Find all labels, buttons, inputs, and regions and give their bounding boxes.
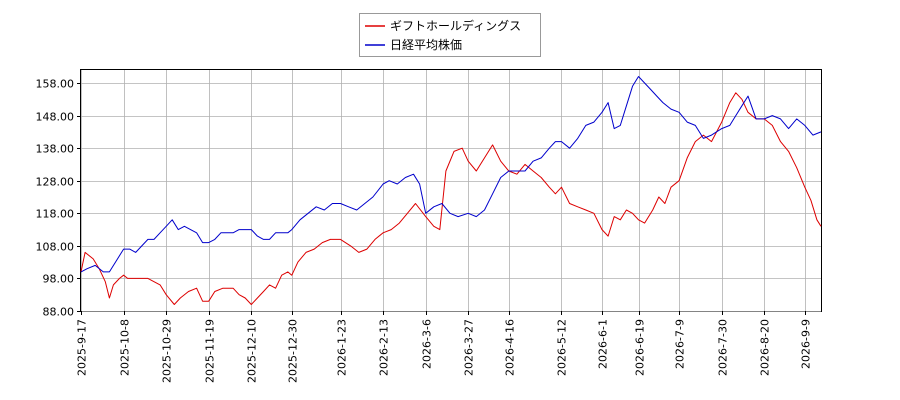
x-tick-label: 2026-8-20 [759,319,772,376]
x-tick-label: 2025-12-10 [246,319,259,383]
y-tick-label: 108.00 [36,241,75,254]
x-tick-label: 2026-2-13 [378,319,391,376]
x-tick-label: 2026-7-30 [717,319,730,376]
grid-layer [81,70,821,312]
legend: ギフトホールディングス 日経平均株価 [359,13,541,57]
series-layer [80,76,822,305]
x-tick-label: 2026-4-16 [504,319,517,376]
legend-label-series-2: 日経平均株価 [390,37,462,52]
x-tick-label: 2026-3-6 [421,319,434,369]
y-tick-label: 158.00 [36,78,75,91]
legend-label-series-1: ギフトホールディングス [390,18,521,33]
y-tick-label: 118.00 [36,208,75,221]
x-tick-label: 2026-7-9 [674,319,687,369]
y-tick-label: 138.00 [36,143,75,156]
x-tick-label: 2026-1-23 [336,319,349,376]
x-tick-label: 2026-6-19 [634,319,647,376]
y-tick-label: 148.00 [36,111,75,124]
x-tick-label: 2026-9-9 [800,319,813,369]
x-tick-label: 2025-12-30 [287,319,300,383]
x-tick-label: 2026-5-12 [556,319,569,376]
x-tick-label: 2026-3-27 [463,319,476,376]
y-tick-label: 98.00 [43,273,75,286]
axes-layer: 88.00 98.00 108.00 118.00 128.00 138.00 148.00… [36,78,813,383]
plot-area [80,69,822,312]
x-tick-label: 2025-10-29 [161,319,174,383]
series-line-2 [80,76,822,273]
x-tick-label: 2025-10-8 [119,319,132,376]
x-tick-label: 2025-9-17 [76,319,89,376]
series-line-1 [80,92,822,305]
x-tick-label: 2026-6-1 [597,319,610,369]
x-tick-label: 2025-11-19 [204,319,217,383]
y-tick-label: 128.00 [36,176,75,189]
legend-box [359,13,541,57]
y-tick-label: 88.00 [43,306,75,319]
